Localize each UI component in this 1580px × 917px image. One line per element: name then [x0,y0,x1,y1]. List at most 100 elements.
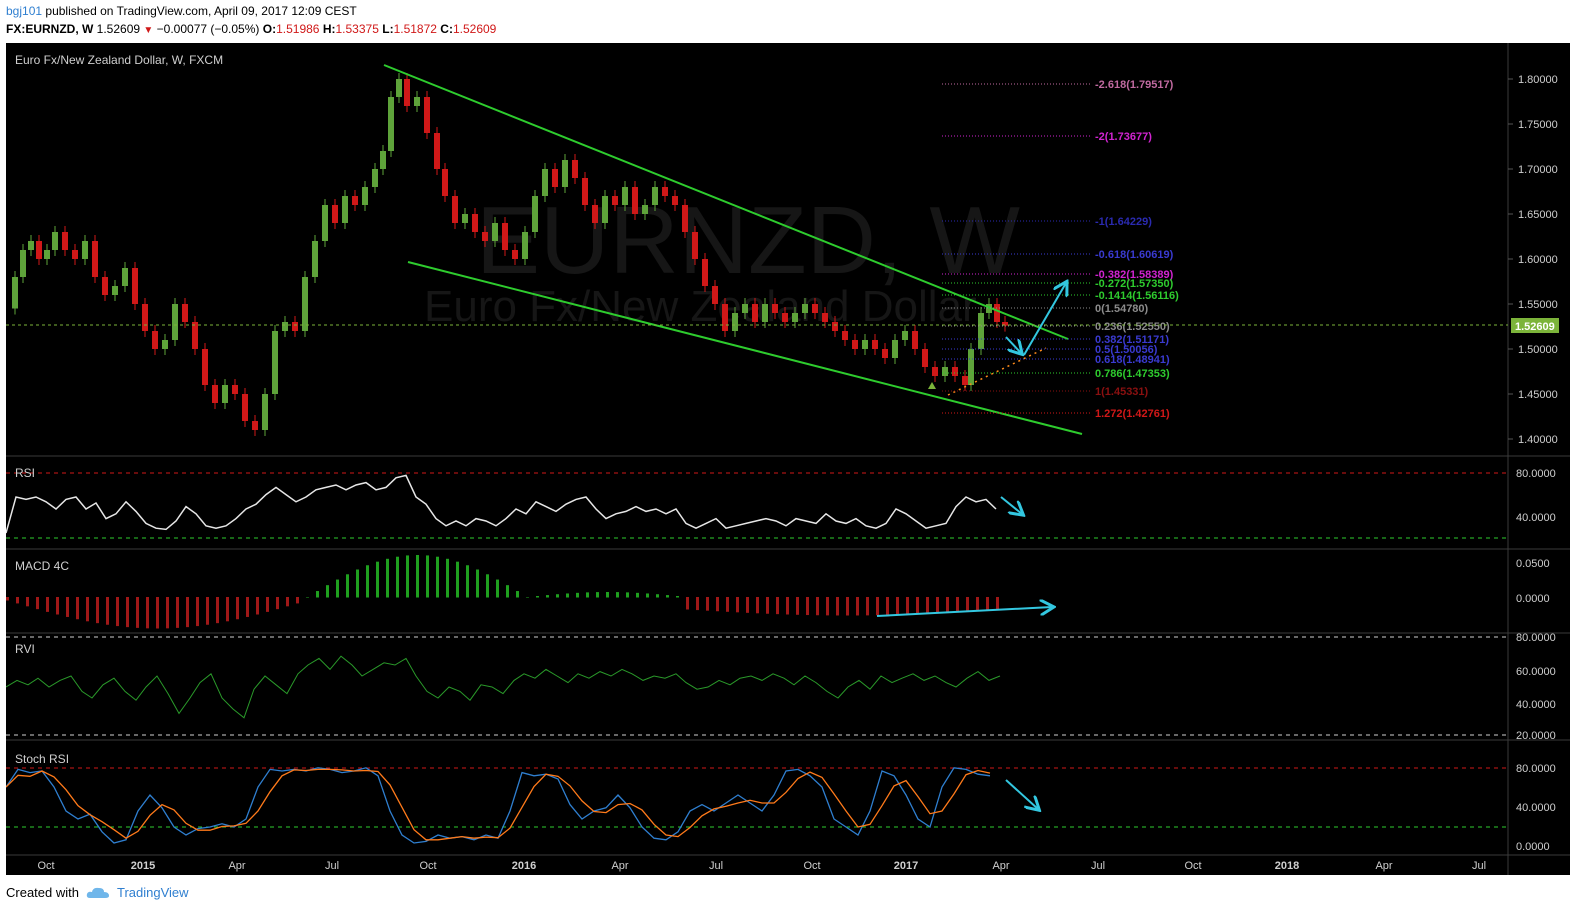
macd-bar [366,565,369,598]
chart-title: Euro Fx/New Zealand Dollar, W, FXCM [15,53,223,67]
macd-bar [246,597,249,617]
macd-bar [166,597,169,629]
chart-area[interactable]: EURNZD, W Euro Fx/New Zealand Dollar -2.… [6,43,1570,875]
fib-level-label: 1(1.45331) [1095,386,1149,398]
time-tick-label: Jul [1091,860,1105,872]
support-dotted-line [947,347,1047,396]
candle-body [912,331,918,349]
macd-bar [616,592,619,598]
macd-bar [456,561,459,598]
chart-canvas[interactable]: EURNZD, W Euro Fx/New Zealand Dollar -2.… [6,43,1570,875]
close-label: C: [440,22,453,36]
macd-bar [526,597,529,598]
macd-bar [876,597,879,616]
macd-bar [966,597,969,612]
macd-bar [296,597,299,604]
macd-bar [376,561,379,598]
open-label: O: [262,22,277,36]
macd-bar [826,597,829,616]
macd-bar [446,558,449,598]
candle-body [962,376,968,385]
candle-body [622,187,628,205]
candle-body [952,367,958,376]
candle-body [552,169,558,187]
macd-bar [426,555,429,598]
macd-panel: MACD 4C 0.0500 0.0000 [6,555,1550,629]
candle-body [512,250,518,259]
tradingview-link[interactable]: TradingView [116,885,189,900]
macd-bar [936,597,939,614]
macd-bar [336,579,339,598]
macd-bar [846,597,849,616]
candle-body [612,196,618,205]
candle-body [862,340,868,349]
candle-body [452,196,458,223]
candle-body [12,277,18,309]
macd-bar [706,597,709,611]
down-triangle-icon: ▼ [143,25,154,36]
candle-body [462,214,468,223]
candle-body [902,331,908,340]
low-label: L: [382,22,394,36]
macd-bar [766,597,769,614]
candle-body [372,169,378,187]
candle-body [292,322,298,331]
candle-body [232,385,238,394]
macd-bar [516,591,519,598]
candle-body [742,304,748,313]
candle-body [252,421,258,430]
macd-bar [256,597,259,615]
price-tick-label: 1.40000 [1518,434,1558,446]
candle-body [404,79,410,106]
macd-label: MACD 4C [15,559,69,573]
macd-bar [676,596,679,598]
macd-bar [536,596,539,598]
macd-bar [416,555,419,598]
macd-bar [276,597,279,610]
macd-bar [36,597,39,610]
time-tick-label: 2018 [1275,860,1299,872]
macd-bar [636,592,639,598]
candle-body [1002,322,1008,326]
macd-bar [956,597,959,613]
candle-body [122,268,128,286]
macd-bar [776,597,779,615]
candle-body [152,331,158,349]
author-link[interactable]: bgj101 [6,4,43,18]
macd-bar [666,595,669,598]
price-tick-label: 1.45000 [1518,389,1558,401]
macd-bar [916,597,919,615]
candle-body [782,313,788,322]
candle-body [492,223,498,241]
macd-tick-0000: 0.0000 [1516,593,1550,605]
arrow-up-projection [1023,283,1066,356]
time-tick-label: Oct [803,860,820,872]
footer: Created with TradingView [6,885,189,900]
fib-level-label: 0.618(1.48941) [1095,354,1170,366]
macd-bar [976,597,979,612]
macd-bar [756,597,759,614]
price-tick-label: 1.75000 [1518,119,1558,131]
upper-trendline[interactable] [383,64,1069,340]
candle-body [942,367,948,376]
macd-bar [96,597,99,624]
macd-bar [326,585,329,598]
candle-body [978,313,984,349]
price-tick-label: 1.80000 [1518,74,1558,86]
lower-trendline[interactable] [407,261,1083,435]
candle-body [632,187,638,214]
price-tick-label: 1.70000 [1518,164,1558,176]
candle-body [62,232,68,250]
macd-bar [926,597,929,614]
macd-bar [726,597,729,612]
rvi-tick-40: 40.0000 [1516,699,1556,711]
macd-bar [466,565,469,598]
candle-body [380,151,386,169]
rsi-tick-80: 80.0000 [1516,468,1556,480]
panel-borders [6,43,1570,875]
macd-bar [26,597,29,607]
macd-bar [986,597,989,611]
macd-bar [856,597,859,616]
fib-level-label: 0.786(1.47353) [1095,368,1170,380]
time-tick-label: Apr [611,860,628,872]
